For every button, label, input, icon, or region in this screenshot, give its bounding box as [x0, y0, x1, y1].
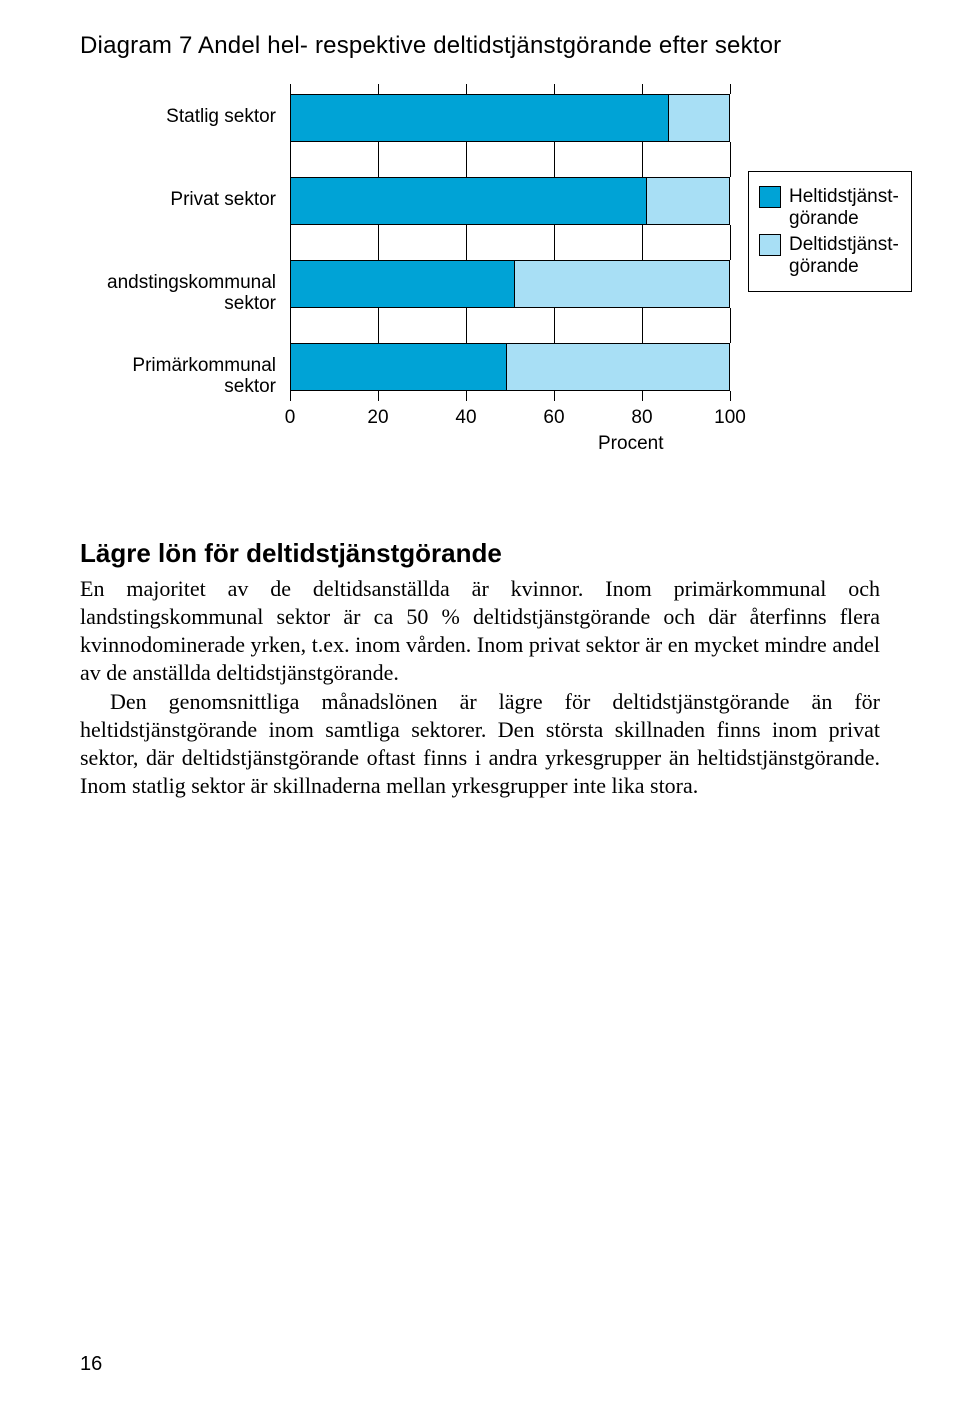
section-subhead: Lägre lön för deltidstjänstgörande: [80, 538, 880, 569]
body-paragraph: En majoritet av de deltidsanställda är k…: [80, 575, 880, 800]
axis-tick: [290, 391, 291, 401]
legend-label: Heltidstjänst-görande: [789, 186, 899, 230]
x-tick-label: 80: [631, 407, 652, 429]
axis-tick: [466, 391, 467, 401]
legend-row: Deltidstjänst-görande: [759, 234, 899, 278]
x-tick-label: 100: [714, 407, 746, 429]
page: Diagram 7 Andel hel- respektive deltidst…: [0, 0, 960, 1422]
body-text-1: En majoritet av de deltidsanställda är k…: [80, 576, 880, 685]
axis-tick: [554, 84, 555, 94]
bar-track: [290, 94, 730, 142]
legend-swatch: [759, 186, 781, 208]
bar-segment-heltid: [291, 344, 507, 390]
bar-track: [290, 177, 730, 225]
page-number: 16: [80, 1353, 102, 1376]
axis-tick: [554, 142, 555, 177]
axis-tick: [290, 84, 291, 94]
x-tick-label: 60: [543, 407, 564, 429]
axis-tick: [642, 84, 643, 94]
axis-tick: [466, 225, 467, 260]
axis-tick: [730, 84, 731, 94]
axis-tick: [466, 84, 467, 94]
axis-tick: [642, 391, 643, 401]
chart-title: Diagram 7 Andel hel- respektive deltidst…: [80, 32, 880, 60]
axis-tick: [554, 308, 555, 343]
axis-tick: [378, 391, 379, 401]
bar-segment-heltid: [291, 95, 669, 141]
axis-tick: [554, 391, 555, 401]
axis-tick: [730, 391, 731, 401]
axis-tick: [378, 142, 379, 177]
bar-segment-heltid: [291, 261, 515, 307]
x-tick-label: 20: [367, 407, 388, 429]
axis-tick: [290, 225, 291, 260]
legend-row: Heltidstjänst-görande: [759, 186, 899, 230]
x-axis-unit: Procent: [598, 433, 663, 455]
axis-tick: [378, 225, 379, 260]
axis-tick: [378, 84, 379, 94]
bar-segment-heltid: [291, 178, 647, 224]
body-text-2: Den genomsnittliga månadslönen är lägre …: [80, 689, 880, 798]
category-label: Primärkommunal sektor: [80, 356, 276, 398]
axis-tick: [730, 142, 731, 177]
axis-tick: [642, 308, 643, 343]
axis-tick: [290, 142, 291, 177]
axis-tick: [466, 142, 467, 177]
category-label: Statlig sektor: [80, 107, 276, 128]
category-label: Privat sektor: [80, 190, 276, 211]
axis-tick: [642, 142, 643, 177]
x-tick-label: 0: [285, 407, 296, 429]
legend-swatch: [759, 234, 781, 256]
bar-track: [290, 343, 730, 391]
chart-container: Statlig sektor Privat sektor andstingskomm…: [80, 86, 880, 506]
bar-track: [290, 260, 730, 308]
legend-label: Deltidstjänst-görande: [789, 234, 899, 278]
axis-tick: [466, 308, 467, 343]
axis-tick: [554, 225, 555, 260]
axis-tick: [642, 225, 643, 260]
legend: Heltidstjänst-görandeDeltidstjänst-göran…: [748, 171, 912, 292]
axis-tick: [290, 308, 291, 343]
axis-tick: [730, 225, 731, 260]
x-tick-label: 40: [455, 407, 476, 429]
axis-tick: [730, 308, 731, 343]
axis-tick: [378, 308, 379, 343]
stacked-bar-chart: Statlig sektor Privat sektor andstingskomm…: [80, 86, 880, 506]
category-label: andstingskommunal sektor: [80, 273, 276, 315]
